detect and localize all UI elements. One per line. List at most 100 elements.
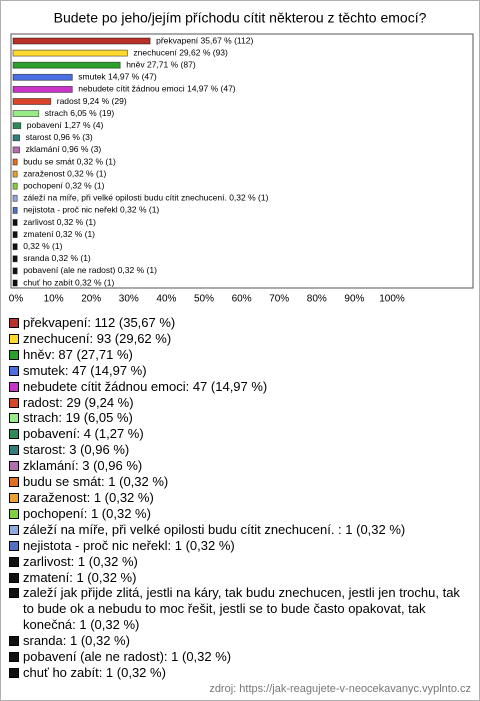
legend-swatch (9, 556, 19, 567)
legend-swatch (9, 461, 19, 472)
bar-label: starost 0,96 % (3) (26, 132, 93, 142)
legend-item: radost: 29 (9,24 %) (9, 395, 471, 411)
x-tick-label: 0% (9, 294, 24, 305)
bar (12, 231, 18, 239)
bar (12, 267, 18, 275)
legend-swatch (9, 508, 19, 519)
bar (12, 243, 18, 251)
bar-label: zklamání 0,96 % (3) (26, 144, 102, 154)
legend-item: starost: 3 (0,96 %) (9, 442, 471, 458)
bar-label: nejistota - proč nic neřekl 0,32 % (1) (23, 205, 159, 215)
legend-label: strach: 19 (6,05 %) (23, 410, 133, 426)
bar (12, 86, 73, 93)
bar (12, 206, 18, 214)
bar (12, 146, 21, 154)
legend-item: zklamání: 3 (0,96 %) (9, 458, 471, 474)
legend-swatch (9, 524, 19, 535)
bar (12, 110, 40, 117)
bar (12, 170, 18, 178)
bar-label: zmatení 0,32 % (1) (23, 229, 95, 239)
bar-label: pochopení 0,32 % (1) (23, 180, 104, 190)
bar-label: nebudete cítit žádnou emoci 14,97 % (47) (78, 84, 236, 94)
legend-label: záleží na míře, při velké opilosti budu … (23, 521, 406, 537)
legend-label: pochopení: 1 (0,32 %) (23, 505, 151, 521)
legend-swatch (9, 413, 19, 424)
legend-label: nebudete cítit žádnou emoci: 47 (14,97 %… (23, 378, 268, 394)
bar (12, 134, 21, 142)
bar (12, 122, 22, 130)
x-tick-label: 100% (379, 294, 405, 305)
legend-swatch (9, 636, 19, 647)
legend-swatch (9, 445, 19, 456)
bar-label: překvapení 35,67 % (112) (156, 35, 253, 45)
legend-label: zklamání: 3 (0,96 %) (23, 458, 143, 474)
plot-frame (10, 33, 474, 289)
x-tick-label: 90% (344, 294, 364, 305)
legend-swatch (9, 492, 19, 503)
legend-swatch (9, 381, 19, 392)
legend-label: zmatení: 1 (0,32 %) (23, 569, 137, 585)
legend-item: nebudete cítit žádnou emoci: 47 (14,97 %… (9, 379, 471, 395)
x-tick-label: 80% (307, 294, 327, 305)
legend-label: chuť ho zabít: 1 (0,32 %) (23, 664, 166, 680)
bar-label: zarlivost 0,32 % (1) (23, 217, 96, 227)
legend-swatch (9, 429, 19, 440)
legend-swatch (9, 652, 19, 663)
legend-swatch (9, 572, 19, 583)
legend-item: znechucení: 93 (29,62 %) (9, 331, 471, 347)
legend-label: radost: 29 (9,24 %) (23, 394, 134, 410)
legend-item: překvapení: 112 (35,67 %) (9, 315, 471, 331)
x-tick-label: 60% (232, 294, 252, 305)
x-tick-label: 10% (44, 294, 64, 305)
legend-item: zarlivost: 1 (0,32 %) (9, 554, 471, 570)
legend-swatch (9, 397, 19, 408)
legend-item: smutek: 47 (14,97 %) (9, 363, 471, 379)
source: zdroj: https://jak-reagujete-v-neocekava… (209, 683, 471, 695)
bar (12, 279, 18, 287)
bar-label: záleží na míře, při velké opilosti budu … (23, 193, 268, 203)
bar-label: sranda 0,32 % (1) (23, 253, 91, 263)
bar (12, 98, 52, 105)
legend-item: pobavení (ale ne radost): 1 (0,32 %) (9, 649, 471, 665)
legend-swatch (9, 540, 19, 551)
legend-label: zarlivost: 1 (0,32 %) (23, 553, 138, 569)
legend-item: zaleží jak přijde zlitá, jestli na káry,… (9, 585, 471, 633)
bar (12, 219, 18, 226)
legend-label: znechucení: 93 (29,62 %) (23, 330, 172, 346)
legend-item: hněv: 87 (27,71 %) (9, 347, 471, 363)
legend-swatch (9, 588, 19, 599)
bar-label: zaraženost 0,32 % (1) (23, 168, 106, 178)
legend: překvapení: 112 (35,67 %) znechucení: 93 … (9, 315, 471, 681)
legend-label: překvapení: 112 (35,67 %) (23, 315, 176, 330)
legend-label: sranda: 1 (0,32 %) (23, 633, 130, 649)
bar-label: strach 6,05 % (19) (45, 108, 115, 118)
bar (12, 73, 73, 81)
legend-item: pobavení: 4 (1,27 %) (9, 426, 471, 442)
bar-label: 0,32 % (1) (23, 241, 62, 251)
x-tick-label: 40% (156, 294, 176, 305)
legend-item: chuť ho zabít: 1 (0,32 %) (9, 665, 471, 681)
bar (12, 37, 151, 45)
legend-item: záleží na míře, při velké opilosti budu … (9, 522, 471, 538)
x-tick-label: 50% (194, 294, 214, 305)
bar-label: chuť ho zabít 0,32 % (1) (23, 277, 114, 287)
bar (12, 194, 18, 202)
legend-label: pobavení: 4 (1,27 %) (23, 426, 144, 442)
bar-label: pobavení 1,27 % (4) (27, 120, 104, 130)
chart: Budete po jeho/jejím příchodu cítit někt… (9, 10, 474, 305)
legend-swatch (9, 349, 19, 360)
chart-title: Budete po jeho/jejím příchodu cítit někt… (54, 10, 427, 26)
bar (12, 255, 18, 263)
x-tick-label: 30% (119, 294, 139, 305)
legend-item: nejistota - proč nic neřekl: 1 (0,32 %) (9, 538, 471, 554)
bar-label: budu se smát 0,32 % (1) (23, 156, 116, 166)
legend-label: zaraženost: 1 (0,32 %) (23, 489, 154, 505)
legend-label: budu se smát: 1 (0,32 %) (23, 474, 169, 490)
legend-swatch (9, 667, 19, 678)
bar-label: smutek 14,97 % (47) (78, 72, 157, 82)
legend-item: strach: 19 (6,05 %) (9, 410, 471, 426)
legend-label: nejistota - proč nic neřekl: 1 (0,32 %) (23, 537, 235, 553)
legend-item: zmatení: 1 (0,32 %) (9, 570, 471, 586)
legend-item: pochopení: 1 (0,32 %) (9, 506, 471, 522)
